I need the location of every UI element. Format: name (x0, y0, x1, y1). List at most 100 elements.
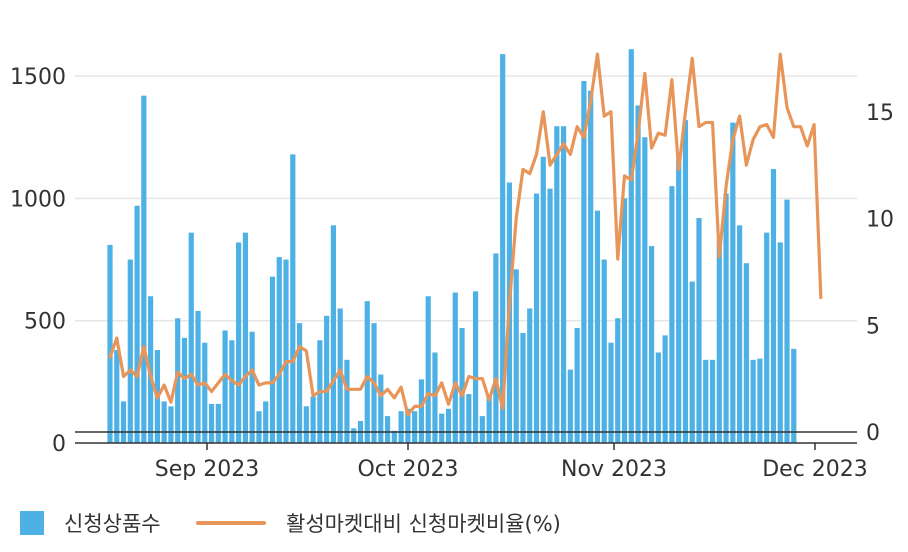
bar-14 (202, 342, 208, 443)
y-left-tick-label-0: 0 (52, 432, 66, 457)
bar-44 (405, 408, 411, 443)
y-left-tick-label-1: 500 (24, 310, 66, 335)
series-line (108, 52, 823, 417)
bar-48 (432, 352, 438, 443)
legend-swatch-line (196, 521, 266, 525)
legend-label-line: 활성마켓대비 신청마켓비율(%) (286, 512, 561, 536)
bar-52 (459, 328, 465, 443)
legend: 신청상품수 활성마켓대비 신청마켓비율(%) (0, 500, 908, 550)
bar-73 (601, 259, 607, 443)
bar-36 (351, 428, 357, 443)
bar-87 (696, 217, 702, 443)
y-left-tick-label-2: 1000 (10, 187, 66, 212)
bar-98 (770, 169, 777, 444)
bar-19 (236, 242, 242, 443)
bar-86 (689, 281, 695, 443)
bar-84 (676, 159, 682, 443)
y-right-tick-label-0: 0 (866, 421, 880, 446)
bar-62 (527, 308, 533, 443)
bar-2 (120, 401, 127, 443)
bar-75 (615, 318, 621, 443)
legend-swatch-bars (20, 511, 44, 535)
bar-68 (567, 369, 573, 443)
bar-54 (472, 291, 479, 443)
bar-22 (256, 411, 262, 443)
x-tick-label-3: Dec 2023 (762, 457, 868, 480)
bar-32 (324, 315, 330, 443)
bar-18 (229, 340, 235, 443)
bar-49 (439, 413, 445, 443)
bar-41 (384, 416, 391, 443)
bar-50 (445, 408, 452, 443)
x-tick-label-0: Sep 2023 (155, 457, 259, 480)
bar-51 (452, 292, 458, 443)
chart-svg: 0 500 1000 1500 0 5 10 15 Sep 2023 Oct 2023 Nov 20… (10, 49, 894, 482)
bar-30 (310, 396, 316, 443)
bar-26 (283, 259, 289, 443)
bar-67 (560, 126, 567, 444)
bar-15 (208, 403, 215, 443)
bar-96 (757, 358, 763, 443)
chart: 0 500 1000 1500 0 5 10 15 Sep 2023 Oct 2023 Nov 20… (10, 49, 894, 482)
bar-20 (242, 232, 248, 443)
y-right-tick-label-2: 10 (866, 208, 894, 233)
bar-55 (479, 416, 485, 443)
bar-97 (764, 232, 770, 443)
bar-40 (378, 374, 384, 443)
bar-77 (628, 49, 634, 443)
y-right-tick-label-1: 5 (866, 314, 880, 339)
bar-11 (181, 337, 188, 443)
axes: 0 500 1000 1500 0 5 10 15 Sep 2023 Oct 2023 Nov 20… (10, 65, 894, 482)
bar-34 (337, 308, 343, 443)
y-right-tick-label-3: 15 (866, 101, 894, 126)
bar-74 (608, 342, 614, 443)
bar-69 (574, 328, 580, 443)
bar-93 (737, 225, 743, 443)
bar-29 (303, 406, 309, 443)
bar-66 (554, 126, 560, 444)
bar-94 (743, 263, 749, 443)
bar-90 (716, 239, 722, 443)
bar-78 (635, 105, 641, 443)
legend-label-bars: 신청상품수 (64, 512, 161, 536)
bar-1 (114, 350, 120, 443)
bar-56 (486, 395, 492, 443)
bar-9 (168, 406, 174, 443)
bar-72 (594, 210, 601, 443)
bar-99 (777, 242, 783, 443)
bar-46 (418, 379, 425, 443)
bar-88 (703, 359, 709, 443)
bar-76 (621, 198, 628, 443)
x-tick-label-2: Nov 2023 (561, 457, 667, 480)
bar-12 (188, 232, 194, 443)
bar-43 (398, 411, 404, 443)
bar-61 (520, 332, 526, 443)
bar-23 (263, 401, 269, 443)
bar-101 (791, 348, 797, 443)
bar-5 (141, 95, 147, 444)
bar-91 (723, 193, 729, 443)
bar-0 (107, 244, 113, 443)
bar-100 (784, 199, 790, 443)
bar-33 (330, 225, 337, 443)
bar-89 (709, 359, 716, 443)
line-series (108, 52, 823, 417)
bar-60 (513, 269, 519, 443)
bar-13 (195, 310, 201, 443)
bar-53 (466, 394, 472, 443)
bar-17 (222, 330, 228, 443)
legend-item-line[interactable]: 활성마켓대비 신청마켓비율(%) (196, 508, 561, 538)
legend-item-bars[interactable]: 신청상품수 (20, 508, 161, 538)
x-tick-label-1: Oct 2023 (357, 457, 458, 480)
bar-92 (730, 122, 736, 443)
bar-4 (134, 205, 140, 443)
bar-3 (127, 259, 133, 443)
bar-63 (533, 193, 540, 443)
bar-35 (344, 359, 350, 443)
bar-79 (642, 137, 648, 443)
bar-85 (682, 120, 689, 443)
bar-45 (412, 411, 418, 443)
bar-81 (655, 352, 661, 443)
bar-83 (669, 186, 675, 444)
bar-70 (581, 80, 587, 444)
